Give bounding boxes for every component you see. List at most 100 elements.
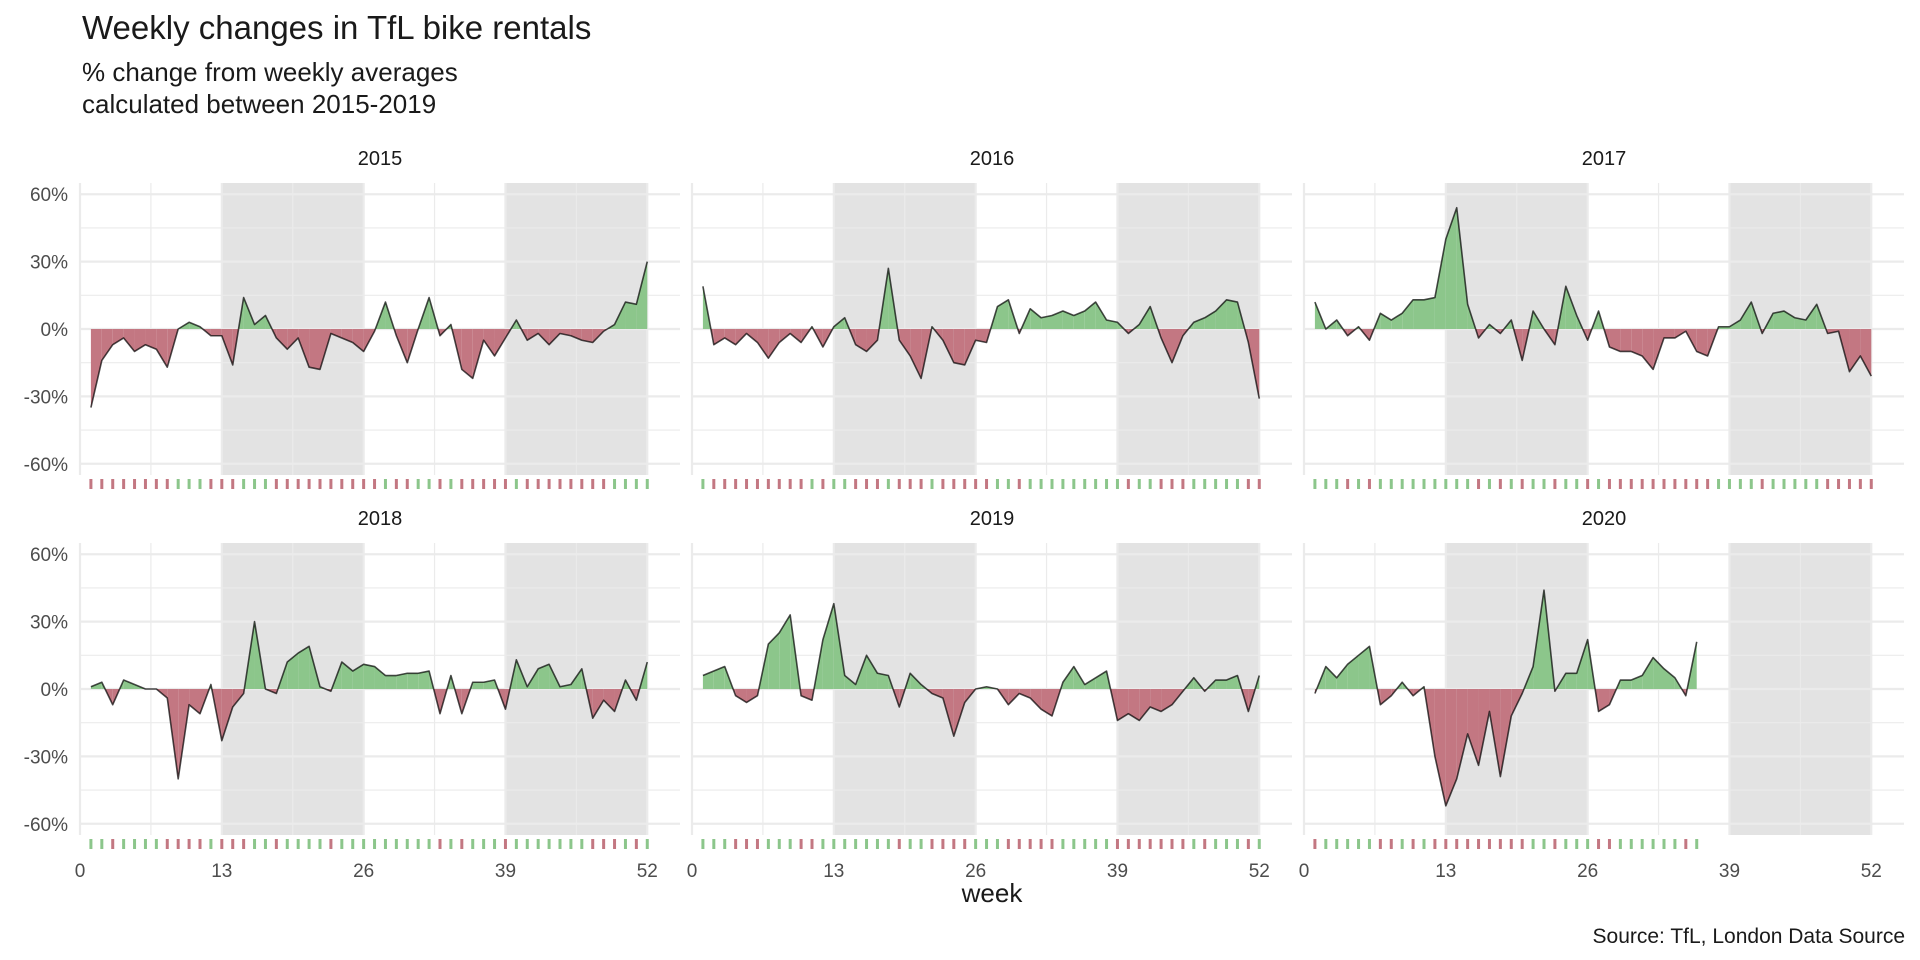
x-tick-label: 13 (211, 861, 232, 882)
negative-area (1609, 329, 1621, 352)
positive-area (1325, 666, 1337, 689)
panel-title: 2017 (1582, 148, 1627, 170)
negative-area (1041, 689, 1052, 716)
series-line (702, 602, 1261, 737)
positive-area (1380, 313, 1392, 329)
positive-area (1434, 239, 1446, 329)
panel-title: 2016 (970, 148, 1015, 170)
positive-area (1805, 304, 1817, 329)
negative-area (953, 329, 965, 365)
panel-2019: 2019 0 13 26 39 52 (687, 508, 1292, 882)
positive-area (298, 646, 310, 689)
positive-area (1215, 680, 1227, 689)
positive-area (1653, 657, 1664, 689)
positive-area (1095, 671, 1107, 689)
x-tick-label: 39 (1719, 861, 1740, 882)
x-tick-label: 52 (637, 861, 658, 882)
positive-area (1565, 286, 1577, 329)
negative-area (1456, 689, 1468, 779)
positive-area (1391, 313, 1403, 329)
x-tick-label: 0 (687, 861, 698, 882)
positive-area (1336, 664, 1348, 689)
x-tick-label: 0 (75, 861, 86, 882)
negative-area (1030, 689, 1042, 710)
positive-area (1215, 299, 1227, 329)
panel-title: 2019 (970, 508, 1015, 530)
positive-area (1402, 299, 1414, 329)
positive-area (1041, 315, 1052, 329)
positive-area (779, 614, 791, 689)
negative-area (1139, 689, 1151, 721)
negative-area (790, 329, 802, 343)
panel-2016: 2016 (690, 148, 1292, 489)
positive-area (1052, 311, 1063, 329)
positive-area (625, 302, 637, 329)
panel-title: 2018 (358, 508, 403, 530)
positive-area (1062, 311, 1074, 329)
positive-area (844, 675, 856, 689)
positive-area (636, 261, 648, 329)
negative-area (1117, 689, 1129, 721)
x-tick-label: 13 (823, 861, 844, 882)
positive-area (1062, 666, 1074, 689)
negative-area (90, 329, 102, 408)
positive-area (768, 632, 780, 689)
negative-area (330, 329, 342, 338)
x-tick-label: 26 (1577, 861, 1598, 882)
positive-area (287, 653, 299, 689)
positive-area (1445, 207, 1457, 329)
positive-area (123, 680, 135, 689)
positive-area (418, 671, 430, 689)
positive-area (254, 315, 266, 329)
negative-area (276, 329, 288, 350)
negative-area (899, 329, 911, 356)
chart-subtitle-line-1: % change from weekly averages (82, 57, 458, 87)
negative-area (112, 329, 124, 345)
negative-area (975, 329, 987, 343)
panel-title: 2020 (1582, 508, 1627, 530)
positive-area (1784, 311, 1795, 329)
positive-area (538, 664, 550, 689)
y-tick-label: 60% (30, 185, 68, 206)
y-tick-label: 60% (30, 545, 68, 566)
positive-area (713, 666, 725, 689)
negative-area (1631, 329, 1643, 356)
positive-area (1204, 311, 1216, 329)
series-line (90, 620, 649, 780)
negative-area (603, 689, 615, 712)
x-tick-label: 52 (1861, 861, 1882, 882)
negative-area (123, 329, 135, 352)
x-tick-label: 52 (1249, 861, 1270, 882)
negative-area (156, 329, 168, 368)
negative-area (953, 689, 965, 737)
positive-area (1794, 317, 1806, 329)
positive-area (510, 320, 517, 329)
y-tick-label: 30% (30, 253, 68, 274)
negative-area (101, 329, 113, 361)
negative-area (1849, 329, 1861, 372)
series-line (702, 267, 1261, 399)
positive-area (1413, 299, 1424, 329)
positive-area (1664, 668, 1675, 689)
x-tick-label: 13 (1435, 861, 1456, 882)
negative-area (1434, 689, 1446, 806)
negative-area (746, 329, 758, 343)
positive-area (352, 664, 364, 689)
positive-area (1424, 297, 1435, 329)
positive-area (702, 671, 714, 689)
positive-area (1084, 677, 1096, 689)
negative-area (1128, 689, 1140, 721)
negative-area (1489, 689, 1501, 777)
negative-area (1860, 329, 1872, 377)
positive-area (1073, 311, 1085, 329)
positive-area (385, 675, 397, 689)
positive-area (1347, 655, 1359, 689)
negative-area (189, 689, 200, 714)
negative-area (592, 689, 604, 719)
negative-area (1696, 329, 1708, 356)
negative-area (1150, 689, 1162, 712)
negative-area (910, 329, 922, 379)
negative-area (942, 329, 954, 363)
negative-area (287, 329, 299, 350)
